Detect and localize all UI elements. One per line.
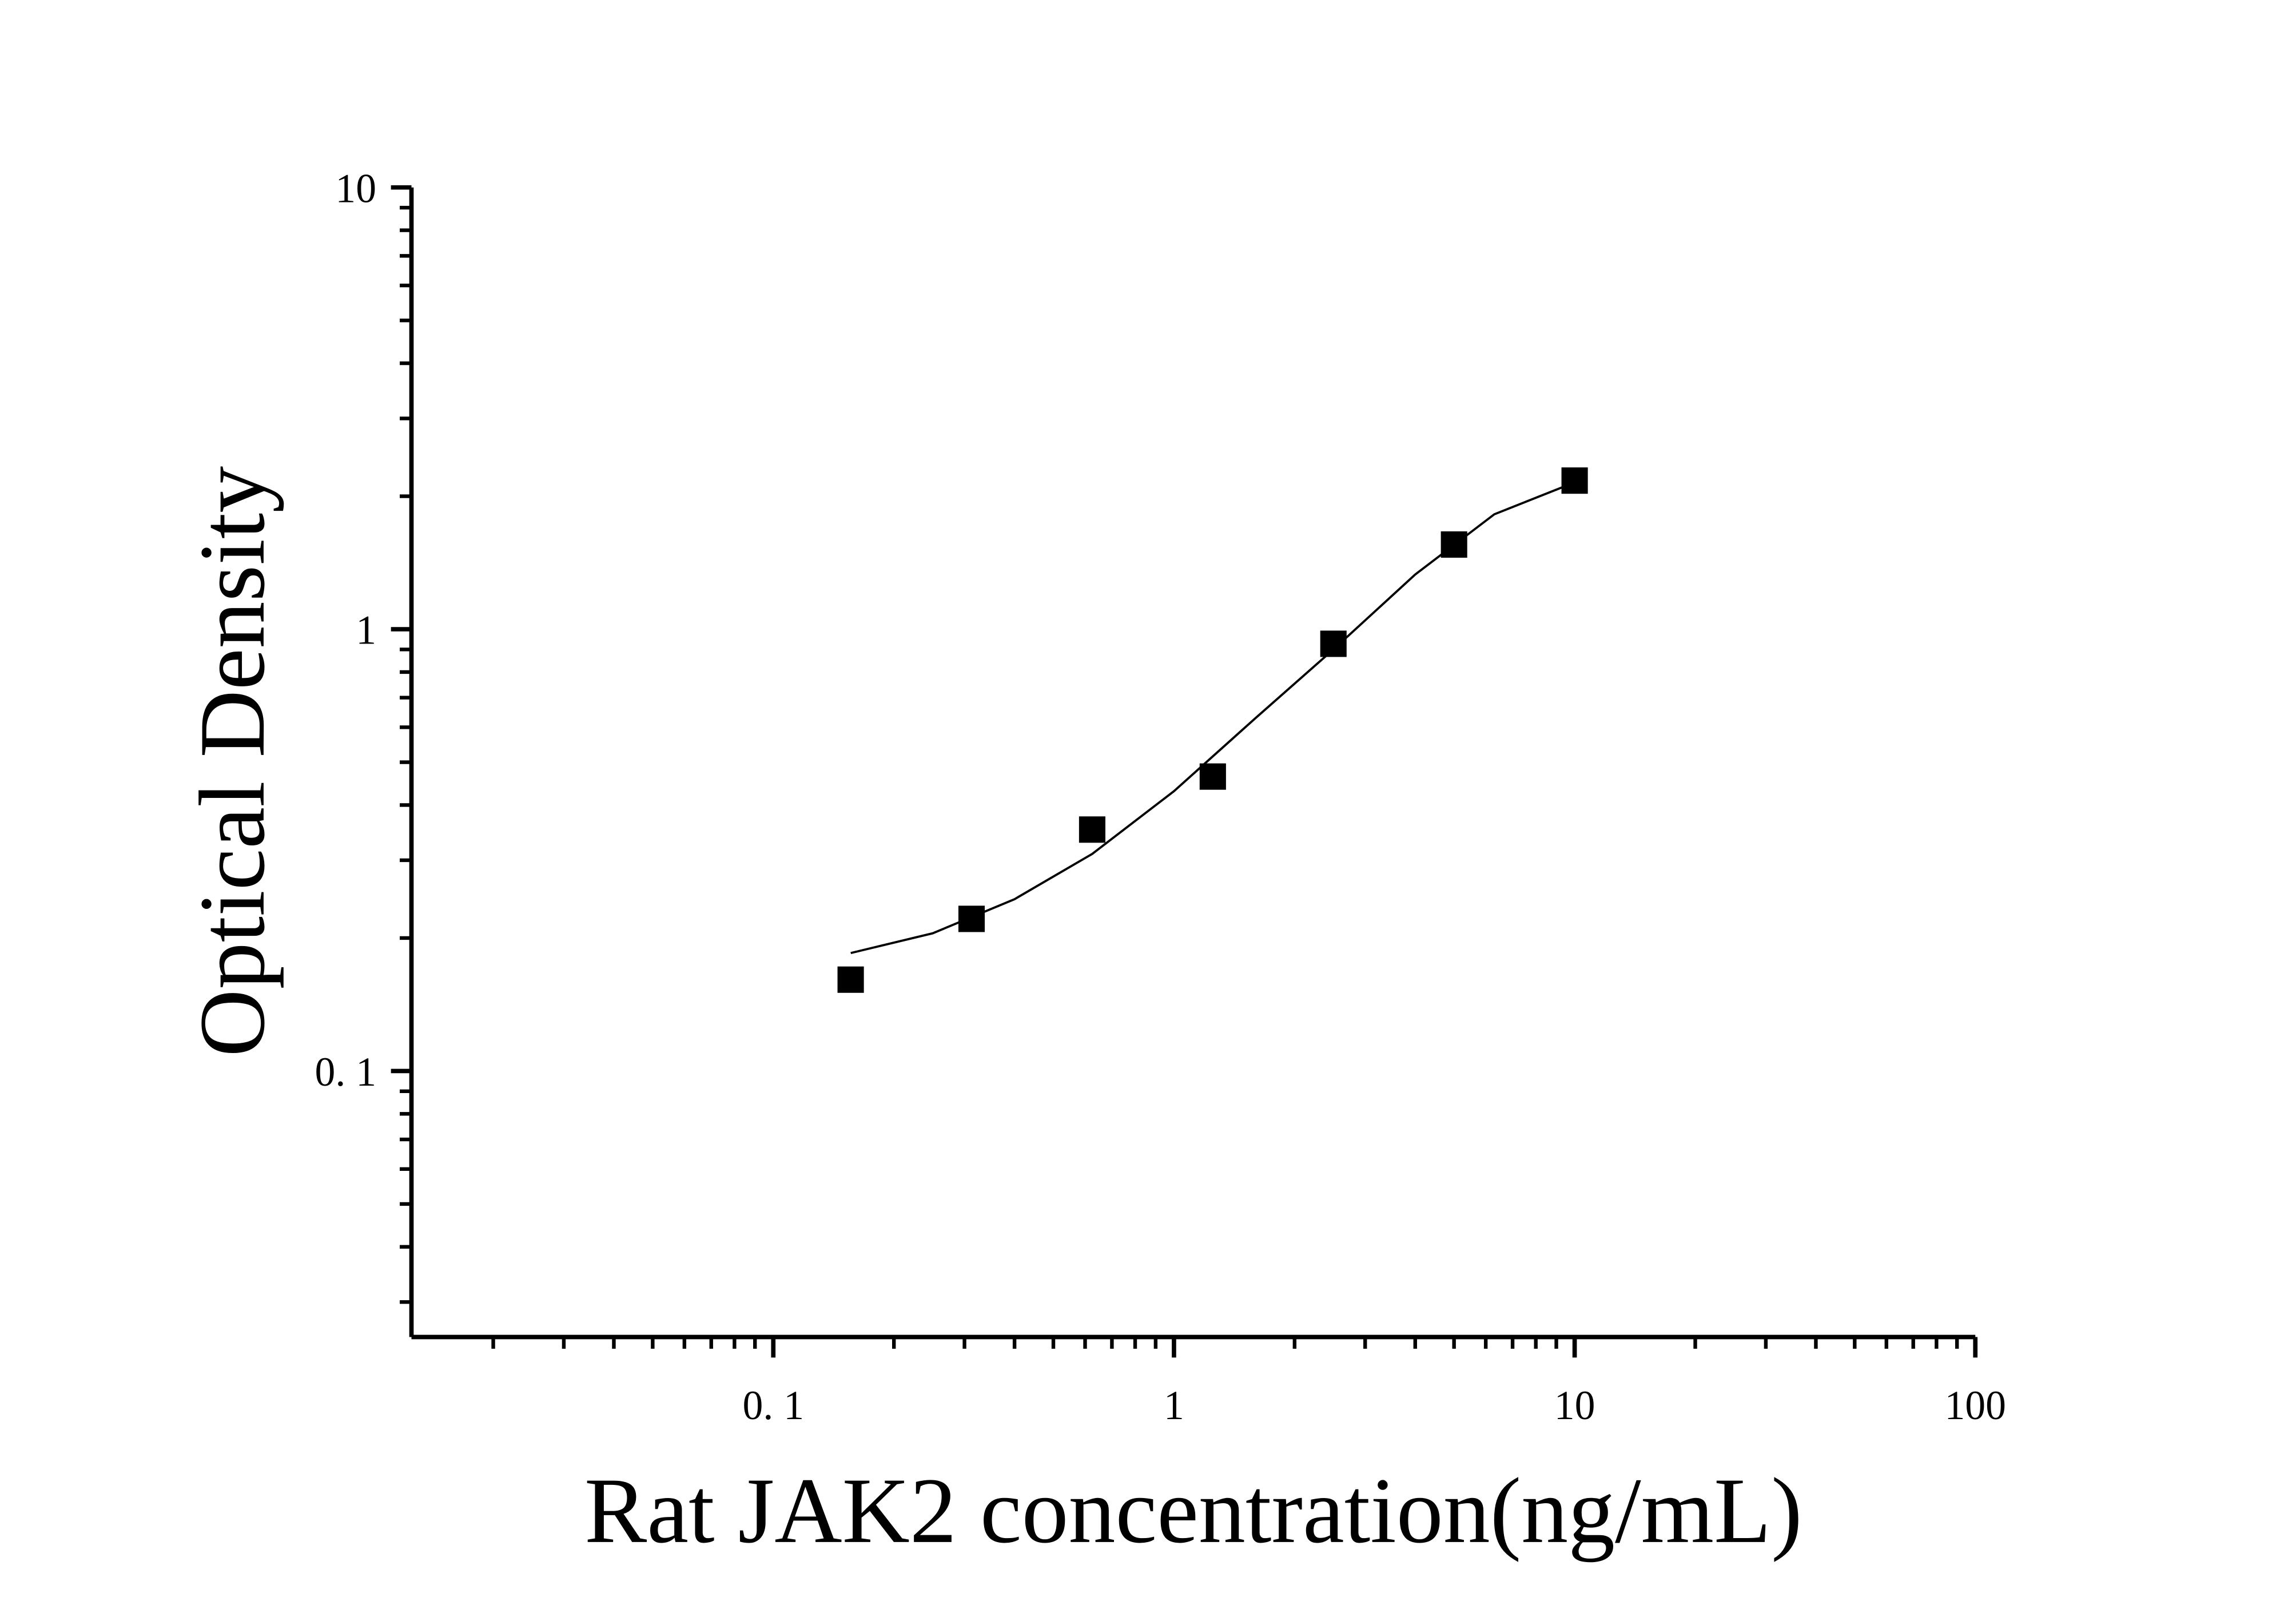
y-axis-title: Optical Density (181, 466, 284, 1057)
y-tick-label: 1 (356, 607, 376, 653)
x-axis-title: Rat JAK2 concentration(ng/mL) (584, 1459, 1802, 1563)
y-tick-label: 10 (335, 165, 376, 211)
x-tick-label: 1 (1164, 1382, 1184, 1428)
x-tick-label: 100 (1944, 1382, 2006, 1428)
x-tick-label: 10 (1554, 1382, 1595, 1428)
x-tick-label: 0. 1 (743, 1382, 805, 1428)
data-point (837, 966, 864, 993)
fit-curve (850, 481, 1575, 955)
data-point (1561, 467, 1588, 494)
data-point (1079, 816, 1105, 843)
y-tick-label: 0. 1 (315, 1049, 377, 1095)
data-point (1320, 630, 1347, 657)
data-point (958, 905, 985, 932)
data-point (1199, 763, 1226, 790)
